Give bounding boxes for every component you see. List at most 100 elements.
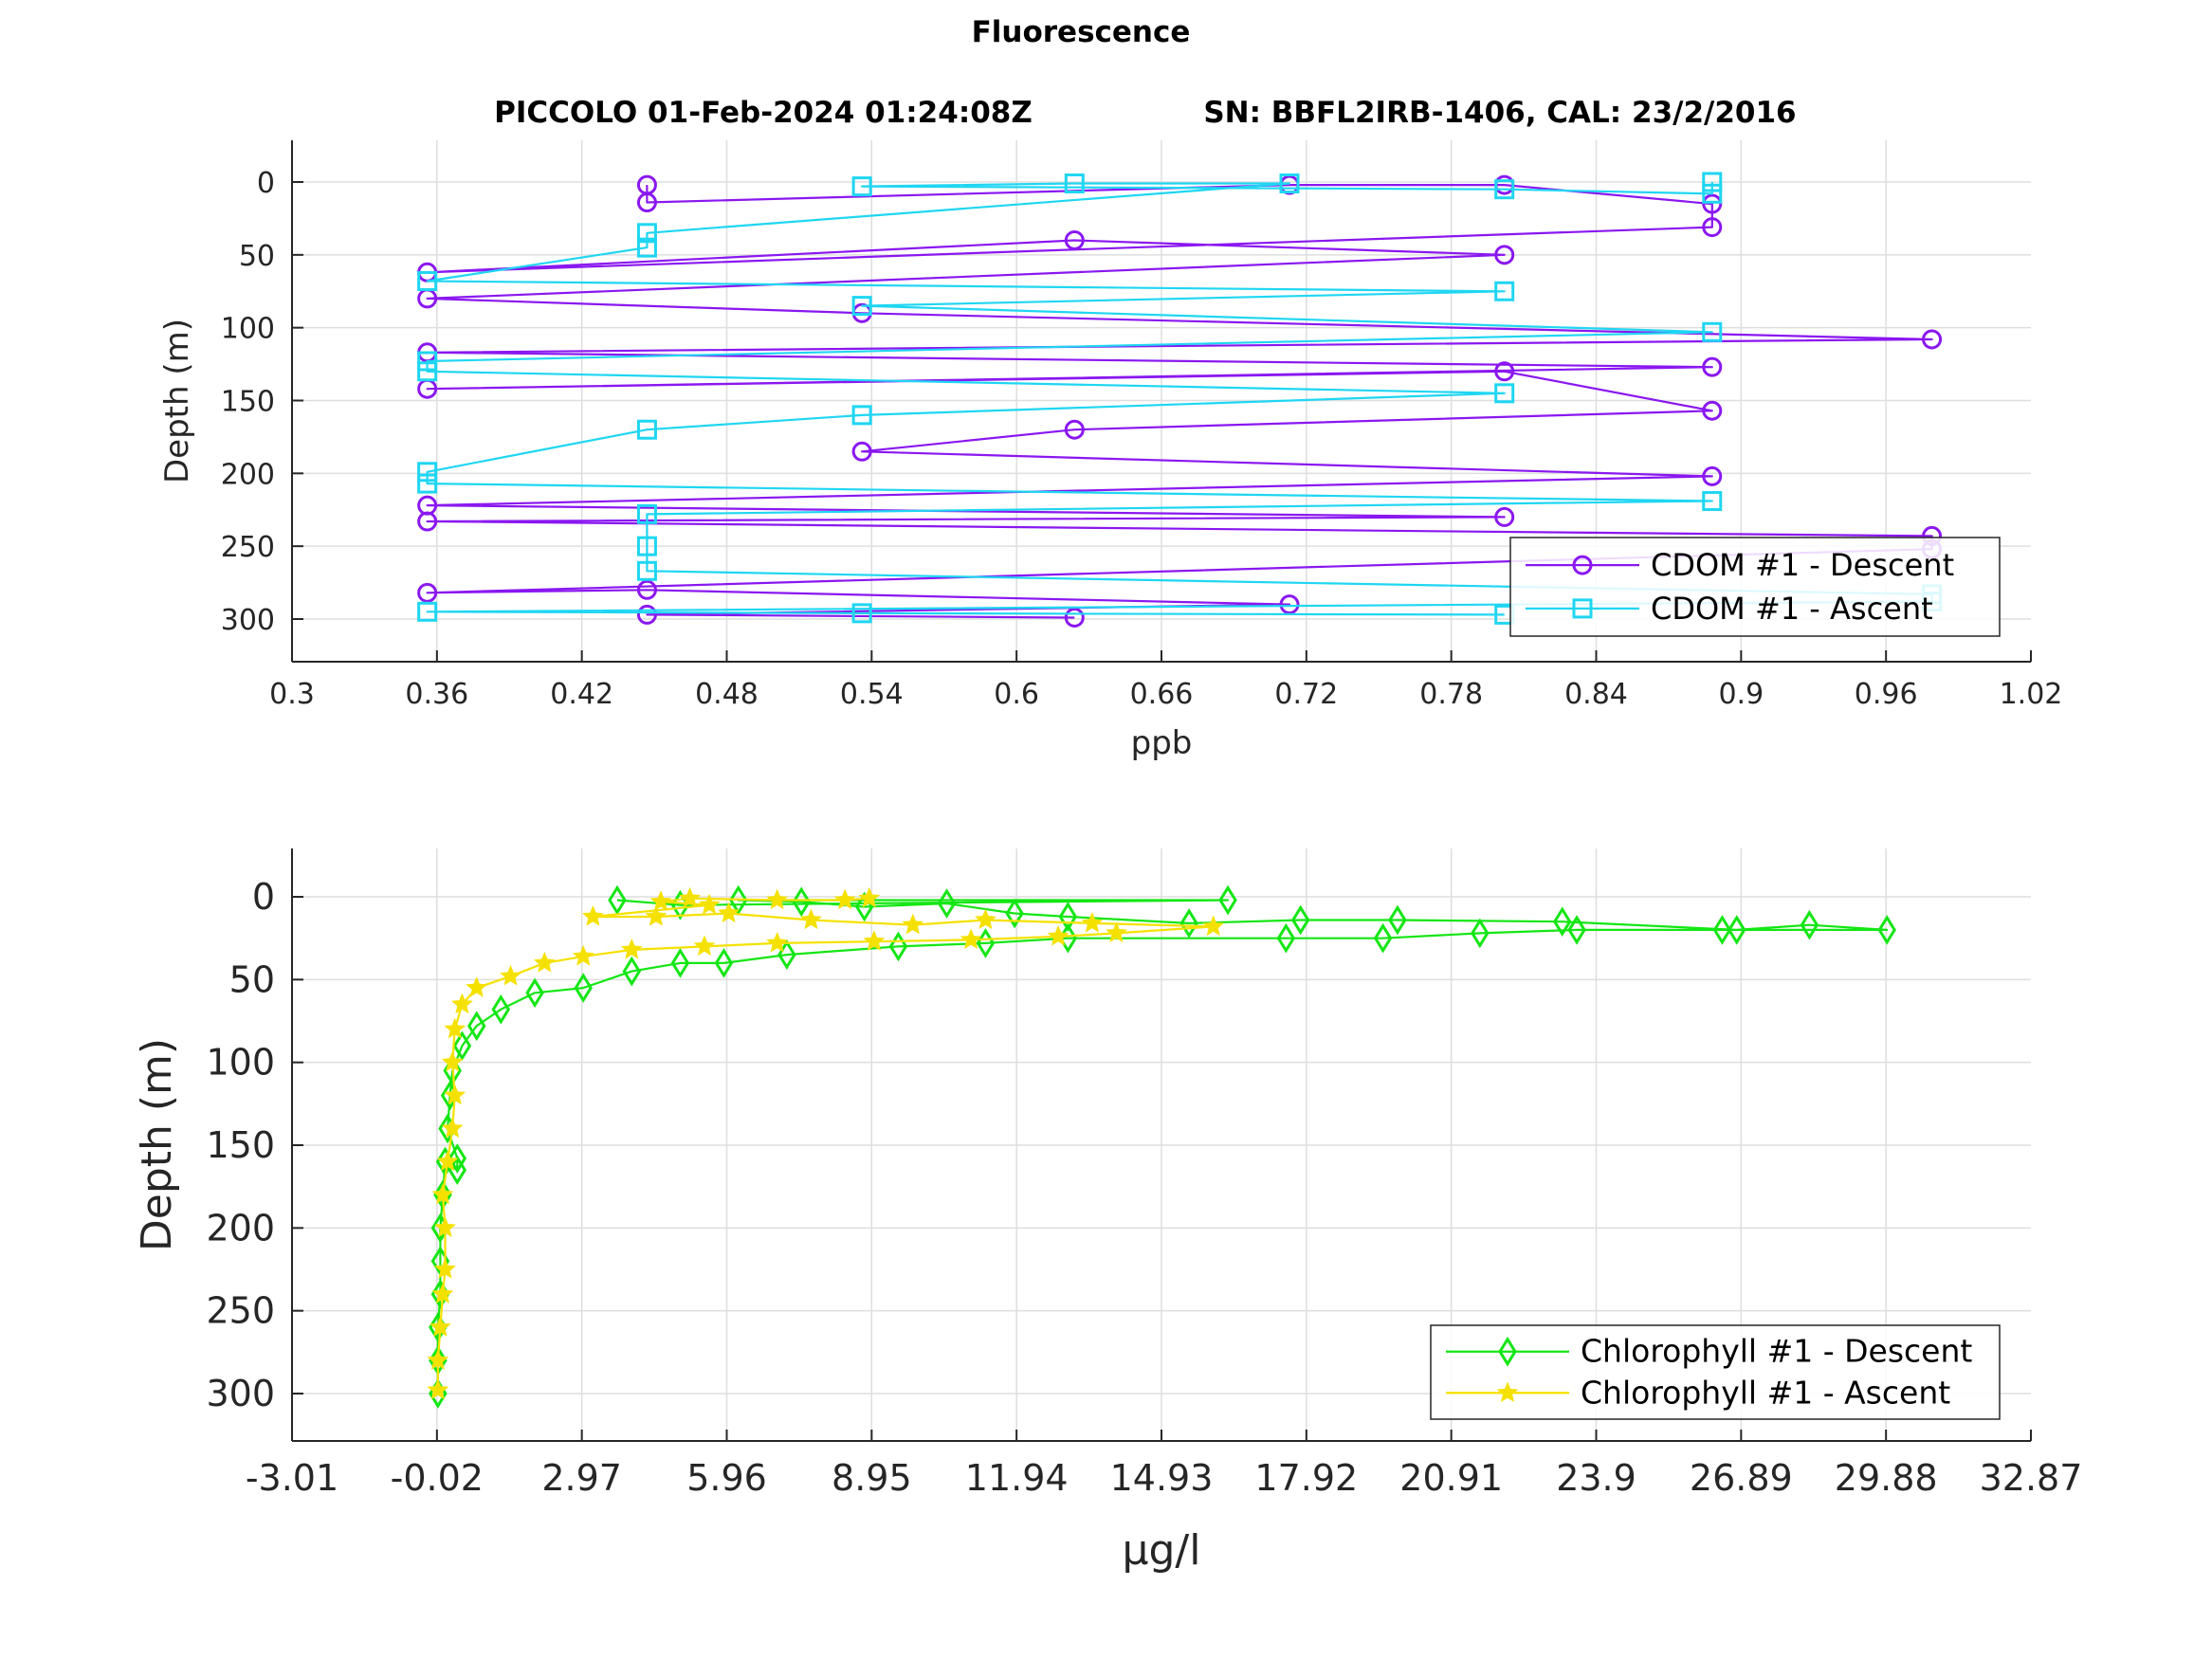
y-tick-label: 250	[206, 1290, 275, 1332]
data-point	[636, 419, 657, 440]
data-point	[620, 938, 643, 959]
data-point	[1552, 906, 1572, 938]
legend: CDOM #1 - Descent CDOM #1 - Ascent	[1509, 537, 2001, 637]
data-point	[466, 976, 488, 997]
data-point	[622, 956, 642, 987]
data-point	[417, 270, 438, 291]
data-point	[729, 884, 748, 916]
x-tick-label: 0.78	[1419, 678, 1483, 711]
data-point	[636, 237, 657, 258]
data-point	[851, 603, 872, 624]
data-point	[670, 948, 690, 978]
x-tick-label: 0.6	[994, 678, 1039, 711]
data-point	[1494, 281, 1515, 301]
data-point	[441, 1050, 464, 1072]
x-tick-label: 0.42	[550, 678, 613, 711]
subtitle-right: SN: BBFL2IRB-1406, CAL: 23/2/2016	[1203, 96, 1796, 130]
legend-label: CDOM #1 - Ascent	[1651, 591, 1933, 627]
data-point	[1702, 321, 1723, 342]
data-point	[417, 462, 438, 483]
x-tick-label: 26.89	[1690, 1457, 1793, 1499]
legend-box	[1509, 537, 2001, 637]
data-point	[1279, 173, 1300, 194]
x-tick-label: 14.93	[1110, 1457, 1214, 1499]
data-point	[833, 888, 856, 910]
data-point	[1064, 173, 1085, 194]
legend-label: Chlorophyll #1 - Ascent	[1581, 1374, 1950, 1411]
x-tick-label: 2.97	[541, 1457, 622, 1499]
data-point	[1005, 898, 1024, 929]
data-point	[636, 503, 657, 524]
y-tick-label: 150	[221, 386, 275, 419]
x-axis-label: ppb	[1131, 724, 1193, 762]
data-point	[1058, 902, 1078, 932]
data-point	[888, 931, 908, 962]
data-point	[636, 560, 657, 581]
data-point	[902, 913, 924, 935]
data-point	[636, 192, 657, 213]
y-tick-label: 100	[206, 1042, 275, 1084]
series-line-ascent	[426, 182, 1933, 616]
x-tick-label: 0.36	[405, 678, 468, 711]
data-point	[434, 1216, 456, 1237]
x-tick-label: 5.96	[686, 1457, 767, 1499]
data-point	[636, 604, 657, 625]
data-point	[1047, 924, 1069, 946]
x-axis-label: µg/l	[1123, 1526, 1201, 1575]
data-point	[636, 536, 657, 556]
data-point	[417, 582, 438, 603]
data-point	[417, 511, 438, 532]
data-point	[491, 994, 511, 1025]
data-point	[582, 905, 604, 926]
x-tick-label: 11.94	[965, 1457, 1069, 1499]
data-point	[960, 928, 982, 950]
data-point	[1702, 465, 1723, 486]
data-point	[1702, 217, 1723, 238]
data-point	[1494, 245, 1515, 265]
data-point	[1373, 922, 1393, 954]
data-point	[417, 361, 438, 382]
data-point	[851, 405, 872, 426]
data-point	[1279, 594, 1300, 615]
x-tick-label: 0.9	[1718, 678, 1764, 711]
chlorophyll-plot: -3.01 -0.02 2.97 5.96 8.95 11.94 14.93 17.92 20.…	[133, 848, 2082, 1575]
data-point	[649, 890, 672, 911]
data-point	[431, 1183, 454, 1205]
x-tick-label: 0.54	[840, 678, 904, 711]
data-point	[1702, 491, 1723, 512]
legend-marker	[1498, 1336, 1517, 1367]
y-tick-label: 300	[221, 604, 275, 637]
data-point	[417, 601, 438, 622]
x-tick-label: 0.3	[269, 678, 315, 711]
data-point	[430, 1316, 451, 1337]
y-axis-label: Depth (m)	[133, 1038, 181, 1251]
x-tick-label: 29.88	[1835, 1457, 1938, 1499]
data-point	[1064, 419, 1085, 440]
data-point	[975, 908, 996, 930]
data-point	[851, 176, 872, 197]
data-point	[417, 351, 438, 372]
data-point	[766, 888, 789, 910]
data-point	[448, 1143, 467, 1174]
data-point	[937, 888, 957, 919]
data-point	[645, 905, 667, 926]
data-point	[525, 977, 544, 1009]
data-point	[1494, 383, 1515, 404]
data-point	[1471, 918, 1490, 949]
data-point	[858, 886, 881, 908]
x-tick-label: 1.02	[2000, 678, 2063, 711]
data-point	[417, 473, 438, 494]
data-point	[1567, 915, 1586, 945]
data-point	[572, 944, 594, 966]
y-tick-label: 150	[206, 1124, 275, 1166]
data-point	[792, 886, 811, 918]
data-point	[1727, 915, 1746, 945]
data-point	[1064, 607, 1085, 628]
data-point	[1877, 915, 1896, 945]
legend-marker	[1572, 598, 1593, 619]
data-point	[451, 993, 473, 1014]
x-tick-label: 0.96	[1855, 678, 1918, 711]
data-point	[1494, 506, 1515, 527]
subtitle-left: PICCOLO 01-Feb-2024 01:24:08Z	[494, 96, 1033, 130]
data-point	[452, 1030, 472, 1062]
